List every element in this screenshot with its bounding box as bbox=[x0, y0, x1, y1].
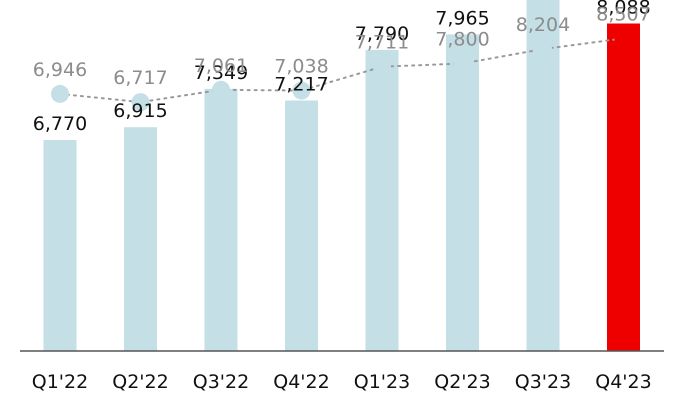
x-tick-label-4: Q4'22 bbox=[273, 371, 329, 393]
line-data-labels: 6,946 6,717 7,061 7,038 7,711 7,800 8,204 8,507 bbox=[33, 3, 651, 89]
bar-8 bbox=[607, 23, 640, 351]
bar-label-2: 6,915 bbox=[113, 100, 167, 122]
line-point-6 bbox=[453, 54, 472, 73]
bar-2 bbox=[124, 127, 157, 351]
bar-5 bbox=[365, 49, 399, 352]
line-point-5 bbox=[373, 57, 391, 76]
line-label-3: 7,061 bbox=[194, 55, 248, 77]
bar-6 bbox=[446, 34, 479, 352]
line-point-7 bbox=[534, 40, 552, 59]
x-tick-label-1: Q1'22 bbox=[32, 371, 88, 393]
line-label-6: 7,800 bbox=[435, 29, 489, 51]
x-tick-label-7: Q3'23 bbox=[515, 371, 571, 393]
x-axis-tick-labels: Q1'22 Q2'22 Q3'22 Q4'22 Q1'23 Q2'23 Q3'23 Q4'23 bbox=[32, 371, 652, 393]
line-point-2 bbox=[131, 93, 150, 112]
bar-label-8: 8,088 bbox=[596, 0, 650, 19]
line-label-4: 7,038 bbox=[274, 56, 328, 78]
line-label-2: 6,717 bbox=[113, 67, 167, 89]
bar-3 bbox=[204, 88, 238, 352]
x-tick-label-8: Q4'23 bbox=[595, 371, 651, 393]
x-tick-label-3: Q3'22 bbox=[193, 371, 249, 393]
line-point-4 bbox=[292, 81, 311, 100]
bar-series bbox=[43, 0, 640, 352]
x-tick-label-2: Q2'22 bbox=[112, 371, 168, 393]
bar-7 bbox=[526, 0, 560, 352]
line-point-1 bbox=[51, 84, 69, 103]
bar-label-5: 7,790 bbox=[355, 23, 409, 45]
line-label-7: 8,204 bbox=[516, 14, 570, 36]
x-tick-label-6: Q2'23 bbox=[434, 371, 490, 393]
bar-1 bbox=[43, 140, 77, 351]
line-point-8 bbox=[614, 29, 633, 48]
bar-label-6: 7,965 bbox=[435, 7, 489, 29]
line-label-1: 6,946 bbox=[33, 59, 87, 81]
bar-4 bbox=[285, 100, 318, 351]
bar-label-3: 7,349 bbox=[194, 62, 248, 84]
x-tick-label-5: Q1'23 bbox=[354, 371, 410, 393]
bar-label-4: 7,217 bbox=[274, 74, 328, 96]
line-point-3 bbox=[212, 80, 230, 99]
line-label-5: 7,711 bbox=[355, 32, 409, 54]
bar-label-1: 6,770 bbox=[33, 113, 87, 135]
line-connector bbox=[59, 37, 625, 104]
line-label-8: 8,507 bbox=[596, 3, 650, 25]
line-series bbox=[51, 29, 633, 112]
